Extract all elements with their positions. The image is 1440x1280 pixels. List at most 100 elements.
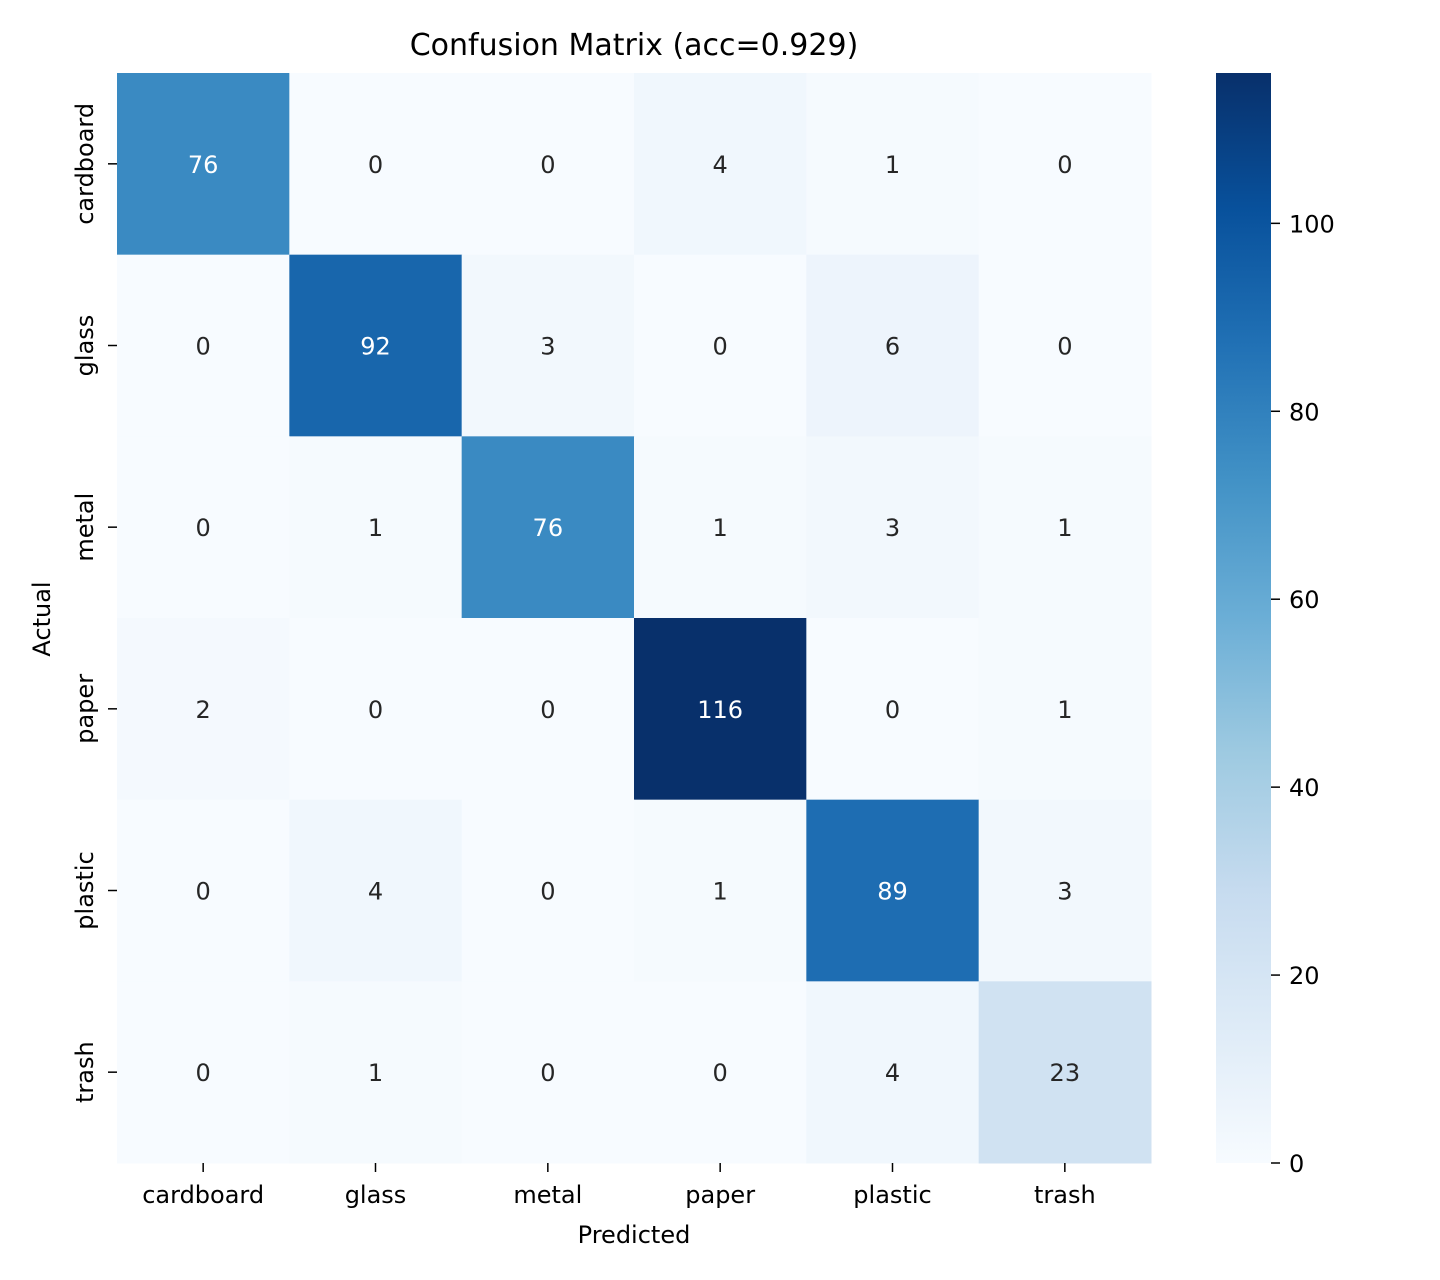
heatmap-cell-paper-plastic — [806, 618, 980, 801]
cell-value-label: 0 — [368, 696, 383, 724]
cell-value-label: 0 — [196, 1059, 211, 1087]
x-tick-label: metal — [513, 1181, 582, 1209]
heatmap-cell-cardboard-paper — [634, 73, 807, 256]
heatmap-cell-cardboard-plastic — [806, 73, 980, 256]
colorbar-tick-label: 40 — [1289, 774, 1320, 802]
heatmap-cell-glass-glass — [289, 254, 463, 437]
y-tick-label: trash — [71, 1041, 99, 1103]
cell-value-label: 0 — [713, 333, 728, 361]
cell-value-label: 92 — [360, 333, 391, 361]
cell-value-label: 1 — [713, 878, 728, 906]
heatmap-cell-plastic-plastic — [806, 799, 980, 982]
cell-value-label: 0 — [540, 696, 555, 724]
cell-value-label: 1 — [368, 1059, 383, 1087]
heatmap-cell-trash-glass — [289, 981, 463, 1164]
heatmap-cell-trash-trash — [978, 981, 1152, 1164]
colorbar-tick-label: 60 — [1289, 586, 1320, 614]
cell-value-label: 4 — [885, 1059, 900, 1087]
x-tick-label: paper — [685, 1181, 755, 1209]
cell-value-label: 1 — [885, 151, 900, 179]
colorbar — [1216, 73, 1271, 1163]
heatmap-cell-glass-plastic — [806, 254, 980, 437]
colorbar-tick-label: 80 — [1289, 398, 1320, 426]
heatmap-cell-metal-trash — [978, 436, 1152, 619]
cell-value-label: 1 — [1057, 514, 1072, 542]
cell-value-label: 1 — [1057, 696, 1072, 724]
heatmap-cell-trash-plastic — [806, 981, 980, 1164]
cell-value-label: 3 — [885, 514, 900, 542]
cell-value-label: 0 — [540, 878, 555, 906]
cell-value-label: 23 — [1050, 1059, 1081, 1087]
y-tick-label: cardboard — [71, 103, 99, 225]
heatmap-cell-plastic-paper — [634, 799, 807, 982]
heatmap-cell-trash-cardboard — [117, 981, 290, 1164]
cell-value-label: 6 — [885, 333, 900, 361]
cell-value-label: 4 — [368, 878, 383, 906]
heatmap-cell-metal-metal — [461, 436, 635, 619]
heatmap-cell-metal-paper — [634, 436, 807, 619]
cell-value-label: 76 — [533, 514, 564, 542]
heatmap-cell-plastic-metal — [461, 799, 635, 982]
cell-value-label: 3 — [540, 333, 555, 361]
heatmap-cell-trash-paper — [634, 981, 807, 1164]
chart-title: Confusion Matrix (acc=0.929) — [410, 28, 859, 63]
heatmap-cell-cardboard-cardboard — [117, 73, 290, 256]
cell-value-label: 89 — [877, 878, 908, 906]
heatmap-cell-plastic-trash — [978, 799, 1152, 982]
cell-value-label: 0 — [540, 151, 555, 179]
heatmap-cell-metal-glass — [289, 436, 463, 619]
colorbar-ticks: 0 20 40 60 80 100 — [1271, 210, 1335, 1178]
cell-value-label: 0 — [1057, 333, 1072, 361]
heatmap-cell-glass-trash — [978, 254, 1152, 437]
heatmap-cell-plastic-glass — [289, 799, 463, 982]
colorbar-tick-label: 20 — [1289, 962, 1320, 990]
cell-value-label: 0 — [713, 1059, 728, 1087]
heatmap-cell-paper-glass — [289, 618, 463, 801]
y-tick-label: glass — [71, 315, 99, 377]
heatmap-cell-paper-metal — [461, 618, 635, 801]
heatmap-cell-plastic-cardboard — [117, 799, 290, 982]
heatmap-cell-glass-paper — [634, 254, 807, 437]
cell-value-label: 0 — [196, 333, 211, 361]
cell-value-label: 1 — [368, 514, 383, 542]
y-tick-label: metal — [71, 493, 99, 562]
x-tick-label: cardboard — [142, 1181, 264, 1209]
cell-value-label: 76 — [188, 151, 219, 179]
cell-value-label: 116 — [697, 696, 743, 724]
heatmap-cell-paper-paper — [634, 618, 807, 801]
heatmap-cell-paper-cardboard — [117, 618, 290, 801]
cell-value-label: 4 — [713, 151, 728, 179]
y-tick-label: plastic — [71, 851, 99, 929]
cell-value-label: 1 — [713, 514, 728, 542]
y-axis-ticks: cardboard glass metal paper plastic trash — [71, 103, 117, 1103]
cell-value-label: 2 — [196, 696, 211, 724]
heatmap-cell-metal-cardboard — [117, 436, 290, 619]
x-tick-label: glass — [345, 1181, 407, 1209]
y-axis-label: Actual — [28, 581, 56, 656]
heatmap-cell-cardboard-metal — [461, 73, 635, 256]
heatmap-cell-cardboard-glass — [289, 73, 463, 256]
cell-value-label: 0 — [196, 514, 211, 542]
heatmap-cell-glass-cardboard — [117, 254, 290, 437]
y-tick-label: paper — [71, 674, 99, 744]
cell-value-label: 0 — [368, 151, 383, 179]
x-tick-label: plastic — [853, 1181, 931, 1209]
heatmap-cell-glass-metal — [461, 254, 635, 437]
cell-value-label: 0 — [196, 878, 211, 906]
heatmap-cell-cardboard-trash — [978, 73, 1152, 256]
heatmap-cell-paper-trash — [978, 618, 1152, 801]
cell-value-label: 3 — [1057, 878, 1072, 906]
colorbar-tick-label: 0 — [1289, 1150, 1304, 1178]
cell-value-label: 0 — [540, 1059, 555, 1087]
heatmap-cell-trash-metal — [461, 981, 635, 1164]
cell-value-labels: 76 0 0 4 1 0 0 92 3 0 6 0 0 1 76 1 3 1 2 0 0 116 0 1 0 4 0 1 89 3 0 1 0 0… — [188, 151, 1080, 1087]
heatmap-cells — [117, 73, 1152, 1164]
cell-value-label: 0 — [1057, 151, 1072, 179]
heatmap-cell-metal-plastic — [806, 436, 980, 619]
colorbar-tick-label: 100 — [1289, 210, 1335, 238]
x-tick-label: trash — [1034, 1181, 1096, 1209]
x-axis-label: Predicted — [578, 1221, 691, 1249]
cell-value-label: 0 — [885, 696, 900, 724]
x-axis-ticks: cardboard glass metal paper plastic trash — [142, 1163, 1096, 1209]
